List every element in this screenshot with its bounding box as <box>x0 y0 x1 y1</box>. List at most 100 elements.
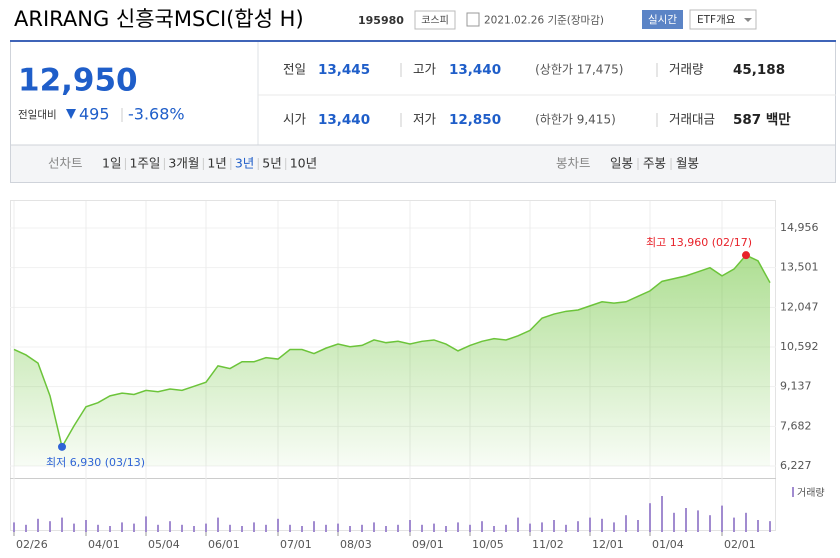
change-label: 전일대비 <box>18 108 57 121</box>
x-tick-label: 06/01 <box>208 538 240 551</box>
etf-button[interactable] <box>689 9 757 30</box>
line <box>13 254 771 449</box>
volume-bar <box>373 522 375 532</box>
y-tick-label: 9,137 <box>780 380 812 393</box>
volume-bar <box>337 523 339 532</box>
x-tick-label: 01/04 <box>652 538 684 551</box>
stat-label: 시가 <box>283 112 307 127</box>
dropdown-arrow <box>744 18 752 22</box>
x-tick-label: 02/26 <box>16 538 48 551</box>
change-rate: -3.68% <box>128 105 185 124</box>
volume-bar <box>769 521 771 532</box>
area <box>14 255 770 466</box>
volume-bar <box>61 517 63 532</box>
period-tab[interactable]: 1주일 <box>129 156 160 171</box>
x-tick-label: 05/04 <box>148 538 180 551</box>
chart: 14,956 13,501 12,047 10,592 9,137 7,682 6,227 0… <box>10 200 825 551</box>
volume-bar <box>145 516 147 532</box>
volume-bar <box>49 521 51 532</box>
volume-bar <box>169 521 171 532</box>
x-tick-label: 04/01 <box>88 538 120 551</box>
etf-label[interactable]: ETF개요 <box>697 14 736 26</box>
volume-bar <box>709 515 711 532</box>
volume-bar <box>505 524 507 532</box>
volume-bar <box>697 510 699 532</box>
volume-bar <box>445 526 447 532</box>
volume-bar <box>121 522 123 532</box>
volume-bar <box>457 522 459 532</box>
period-tab[interactable]: 1일 <box>102 156 121 171</box>
realtime-button[interactable] <box>642 10 683 29</box>
x-tick-label: 08/03 <box>340 538 372 551</box>
volume-bar <box>325 524 327 532</box>
x-tick-label: 07/01 <box>280 538 312 551</box>
price: 12,950 <box>18 63 138 99</box>
candle-tab[interactable]: 주봉 <box>643 156 666 171</box>
volume-bar <box>529 523 531 532</box>
volume-bar <box>157 524 159 532</box>
x-tick-label: 02/01 <box>724 538 756 551</box>
period-tab[interactable]: 5년 <box>262 156 281 171</box>
max-marker <box>742 251 750 260</box>
min-label: 최저 6,930 (03/13) <box>46 456 145 469</box>
volume-bar <box>205 523 207 532</box>
volume-bar <box>193 526 195 532</box>
y-tick-label: 14,956 <box>780 221 819 234</box>
tab-bar <box>11 145 835 182</box>
stat-label: 거래량 <box>669 62 704 77</box>
volume-bar <box>85 520 87 532</box>
stat-value: 45,188 <box>733 62 785 78</box>
volume-bar <box>721 505 723 532</box>
max-label: 최고 13,960 (02/17) <box>646 236 752 249</box>
market: 코스피 <box>421 15 449 27</box>
tab-group-label: 봉차트 <box>556 156 591 171</box>
volume-bar <box>565 524 567 532</box>
volume-bar <box>397 524 399 532</box>
x-tick-label: 10/05 <box>472 538 504 551</box>
volume-bar <box>637 520 639 532</box>
plot-frame <box>10 200 776 531</box>
y-tick-label: 7,682 <box>780 419 812 432</box>
volume-bar <box>349 526 351 532</box>
volume-bar <box>673 512 675 532</box>
volume-bar <box>589 517 591 532</box>
realtime[interactable]: 실시간 <box>648 14 677 26</box>
volume-bar <box>277 518 279 532</box>
period-tab[interactable]: 3년 <box>235 156 254 171</box>
tab-group-label: 선차트 <box>48 156 83 171</box>
volume-bar <box>313 521 315 532</box>
candle-tab[interactable]: 일봉 <box>610 156 633 171</box>
volume-bar <box>109 526 111 532</box>
stat-label: 거래대금 <box>669 112 715 127</box>
volume-bar <box>409 520 411 532</box>
volume-bar <box>685 508 687 532</box>
volume-bar <box>661 496 663 532</box>
volume-bar <box>25 524 27 532</box>
x-tick-label: 09/01 <box>412 538 444 551</box>
volume-bar <box>433 523 435 532</box>
stat-value: 13,445 <box>318 62 370 78</box>
volume-bar <box>493 526 495 532</box>
stat-extra: (상한가 17,475) <box>535 63 623 77</box>
stat-value: 13,440 <box>318 112 370 128</box>
y-tick-label: 13,501 <box>780 261 819 274</box>
candle-tab[interactable]: 월봉 <box>676 156 699 171</box>
volume-bar <box>385 526 387 532</box>
period-tab[interactable]: 10년 <box>290 156 317 171</box>
volume-bar <box>97 524 99 532</box>
volume-bar <box>733 517 735 532</box>
volume-bar <box>745 512 747 532</box>
y-tick-label: 6,227 <box>780 459 812 472</box>
period-tab[interactable]: 3개월 <box>168 156 199 171</box>
volume-bar <box>757 520 759 532</box>
volume-bar <box>229 524 231 532</box>
calendar-icon <box>466 12 480 27</box>
x-tick-label: 11/02 <box>532 538 564 551</box>
volume-bar <box>577 521 579 532</box>
volume-bar <box>217 517 219 532</box>
stat-value: 12,850 <box>449 112 501 128</box>
stat-label: 고가 <box>413 62 437 77</box>
period-tab[interactable]: 1년 <box>207 156 226 171</box>
volume-legend: 거래량 <box>797 487 825 499</box>
